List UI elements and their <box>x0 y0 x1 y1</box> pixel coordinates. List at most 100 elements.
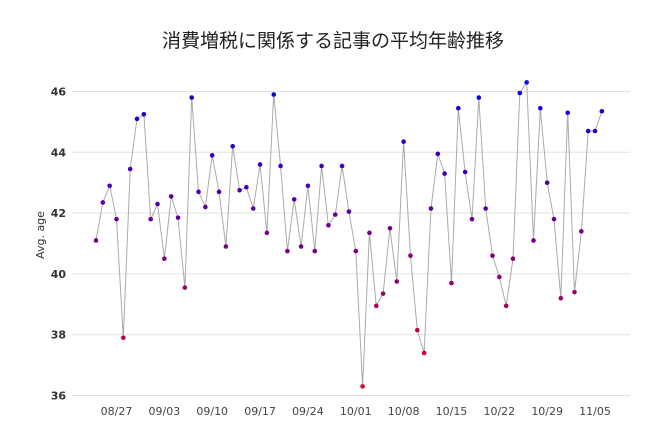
data-point <box>114 216 119 222</box>
data-point <box>544 180 550 185</box>
x-tick-label: 08/27 <box>101 405 133 418</box>
data-point <box>483 206 488 211</box>
data-point <box>250 206 256 211</box>
data-point <box>517 90 523 96</box>
x-tick-label: 09/24 <box>292 405 324 418</box>
chart-title: 消費増税に関係する記事の平均年齢推移 <box>161 30 504 52</box>
data-point <box>100 200 106 205</box>
data-point <box>360 384 365 389</box>
data-point <box>209 153 215 158</box>
data-point <box>175 215 181 220</box>
x-tick-label: 09/17 <box>244 405 276 418</box>
data-point <box>585 128 591 134</box>
data-point <box>257 162 263 167</box>
data-point <box>538 105 543 111</box>
data-point <box>421 350 427 356</box>
data-point <box>565 110 570 116</box>
data-point <box>353 248 359 254</box>
data-point <box>592 128 598 134</box>
x-tick-label: 09/10 <box>196 405 228 418</box>
data-point <box>203 204 208 210</box>
data-point <box>216 189 222 195</box>
grid-lines <box>72 91 630 396</box>
series-line <box>95 80 603 387</box>
y-tick-label: 38 <box>51 329 66 342</box>
data-point <box>141 112 147 117</box>
x-axis-ticks: 08/27 09/03 09/10 09/17 09/24 10/01 10/08 10/15… <box>101 405 611 418</box>
data-point <box>278 163 283 169</box>
y-tick-label: 46 <box>51 86 67 99</box>
data-point <box>510 256 516 262</box>
data-point <box>134 116 140 122</box>
data-point <box>237 188 242 193</box>
y-tick-label: 44 <box>51 146 67 159</box>
data-point <box>155 201 160 207</box>
data-point <box>121 335 126 341</box>
x-tick-label: 09/03 <box>149 405 181 418</box>
data-point <box>264 230 270 236</box>
data-point <box>414 327 420 333</box>
data-point <box>107 183 112 189</box>
data-point <box>148 216 153 222</box>
y-axis-ticks: 36 38 40 42 44 46 <box>51 86 67 403</box>
data-point <box>490 253 495 258</box>
data-point <box>435 151 441 157</box>
data-point <box>332 212 338 217</box>
data-point <box>380 291 386 296</box>
data-point <box>408 253 413 258</box>
data-point <box>497 274 502 280</box>
data-point <box>271 92 277 97</box>
data-point <box>346 209 352 214</box>
data-point <box>469 216 475 222</box>
data-point <box>285 248 290 254</box>
data-point <box>189 95 195 100</box>
data-point <box>182 285 188 290</box>
data-point <box>531 238 536 243</box>
data-point <box>572 289 577 295</box>
x-tick-label: 11/05 <box>579 405 611 418</box>
data-point <box>558 295 564 301</box>
data-point <box>326 222 331 228</box>
data-points <box>93 80 605 389</box>
data-point <box>551 216 557 222</box>
data-point <box>373 303 379 309</box>
data-point <box>127 166 133 172</box>
data-point <box>196 189 201 195</box>
data-point <box>291 197 297 202</box>
data-point <box>462 169 468 175</box>
data-point <box>456 105 461 111</box>
data-point <box>599 108 605 114</box>
data-point <box>230 143 236 149</box>
data-point <box>162 256 167 262</box>
data-point <box>298 244 304 249</box>
data-point <box>387 226 393 231</box>
data-point <box>476 95 482 100</box>
data-point <box>524 80 529 85</box>
data-point <box>401 139 406 144</box>
data-point <box>93 238 99 243</box>
data-point <box>319 163 324 169</box>
data-point <box>579 229 584 234</box>
data-point <box>168 194 174 199</box>
data-point <box>503 303 509 309</box>
data-point <box>223 244 229 249</box>
y-tick-label: 42 <box>51 207 66 220</box>
x-tick-label: 10/15 <box>436 405 468 418</box>
y-axis-label: Avg. age <box>34 211 47 259</box>
data-point <box>449 280 454 286</box>
data-point <box>339 163 345 169</box>
data-point <box>367 230 372 236</box>
data-point <box>394 279 400 284</box>
data-point <box>442 171 447 176</box>
data-point <box>244 184 249 190</box>
x-tick-label: 10/29 <box>531 405 563 418</box>
y-tick-label: 40 <box>51 268 67 281</box>
y-tick-label: 36 <box>51 390 67 403</box>
data-point <box>428 206 434 211</box>
x-tick-label: 10/22 <box>483 405 515 418</box>
data-point <box>312 248 318 254</box>
x-tick-label: 10/08 <box>388 405 420 418</box>
x-tick-label: 10/01 <box>340 405 372 418</box>
data-point <box>305 183 311 189</box>
